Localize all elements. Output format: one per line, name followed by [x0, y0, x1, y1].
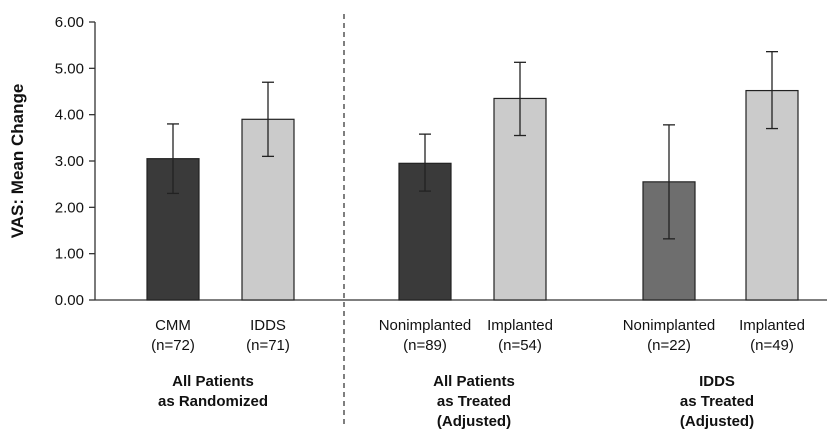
category-label: (n=22) — [647, 337, 691, 354]
category-label: (n=49) — [750, 337, 794, 354]
category-label: (n=54) — [498, 337, 542, 354]
y-tick-label: 6.00 — [55, 14, 84, 31]
category-label: IDDS — [250, 317, 286, 334]
group-label: (Adjusted) — [680, 413, 754, 430]
category-labels: CMM (n=72) IDDS (n=71) Nonimplanted (n=89) Imp… — [151, 317, 805, 354]
category-label: Implanted — [487, 317, 553, 334]
group-label: (Adjusted) — [437, 413, 511, 430]
group-label: as Treated — [437, 393, 511, 410]
category-label: Nonimplanted — [379, 317, 472, 334]
group-label: IDDS — [699, 373, 735, 390]
y-tick-label: 3.00 — [55, 153, 84, 170]
group-label: All Patients — [172, 373, 254, 390]
bars — [146, 89, 799, 301]
category-label: (n=71) — [246, 337, 290, 354]
y-axis-ticks: 0.00 1.00 2.00 3.00 4.00 5.00 6.00 — [55, 14, 95, 309]
axes — [94, 14, 827, 428]
category-label: (n=72) — [151, 337, 195, 354]
category-label: Implanted — [739, 317, 805, 334]
category-label: Nonimplanted — [623, 317, 716, 334]
group-label: All Patients — [433, 373, 515, 390]
group-labels: All Patients as Randomized All Patients as … — [158, 373, 754, 430]
y-tick-label: 4.00 — [55, 107, 84, 124]
y-axis-title: VAS: Mean Change — [8, 84, 27, 239]
category-label: CMM — [155, 317, 191, 334]
group-label: as Treated — [680, 393, 754, 410]
y-tick-label: 2.00 — [55, 199, 84, 216]
error-bars — [167, 51, 778, 240]
category-label: (n=89) — [403, 337, 447, 354]
y-tick-label: 1.00 — [55, 246, 84, 263]
y-tick-label: 5.00 — [55, 60, 84, 77]
y-tick-label: 0.00 — [55, 292, 84, 309]
group-label: as Randomized — [158, 393, 268, 410]
